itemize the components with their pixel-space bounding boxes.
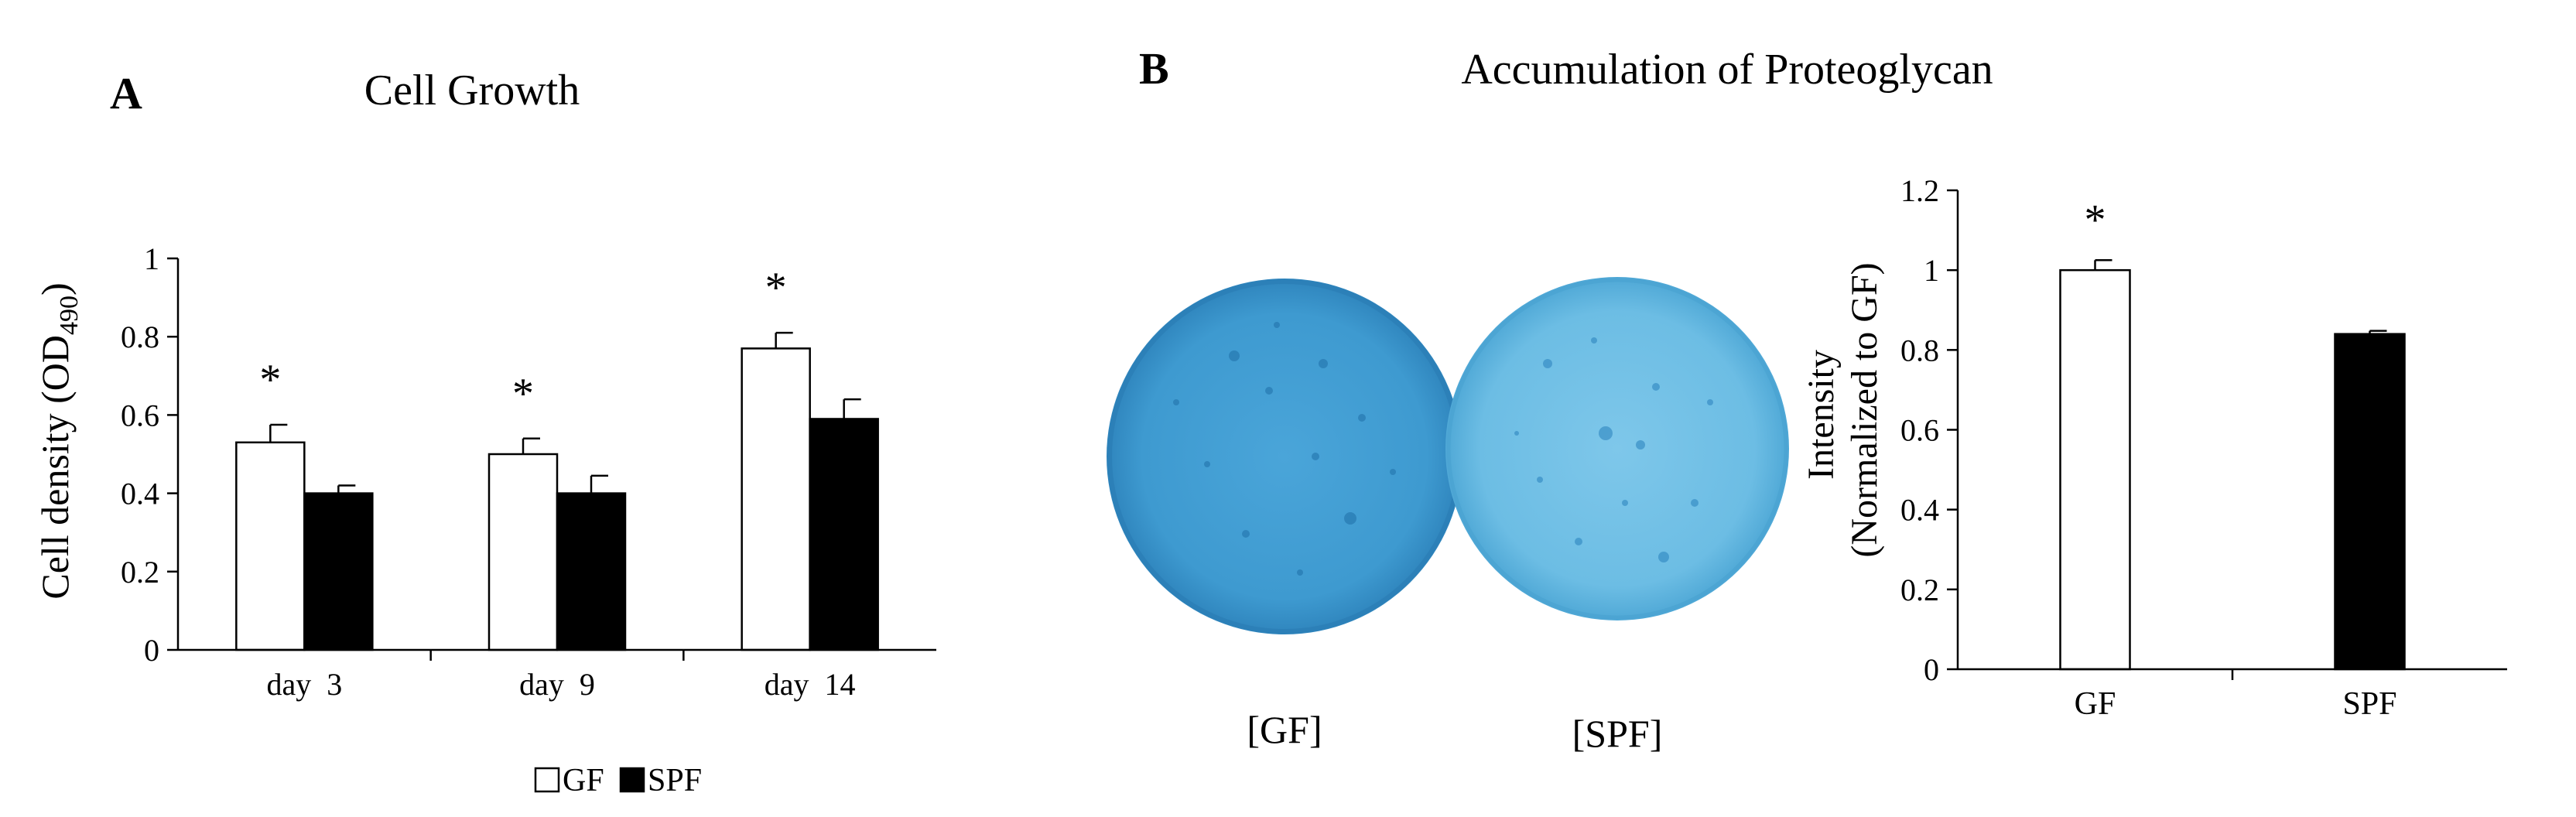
y-tick: 1 — [1924, 253, 1958, 288]
y-axis-label-main: Cell density (OD — [33, 335, 77, 600]
bar-gf — [487, 453, 559, 651]
y-tick: 0.2 — [1900, 573, 1958, 607]
y-tick: 0.4 — [1900, 493, 1958, 528]
bar-spf — [2334, 333, 2406, 671]
y-tick-label: 0.8 — [121, 320, 159, 354]
y-tick-label: 0 — [144, 633, 159, 668]
y-tick: 0.6 — [121, 398, 178, 432]
intensity-chart: 0 0.2 0.4 0.6 0.8 1 1.2 * GF SPF Intensity (Nor… — [1801, 173, 2507, 722]
bars: * * * — [235, 264, 879, 651]
bar-spf — [809, 418, 879, 651]
y-tick-label: 0.2 — [121, 555, 159, 590]
y-tick: 1 — [144, 241, 178, 276]
y-tick-label: 0.6 — [121, 398, 159, 432]
x-tick-label: day 9 — [519, 667, 595, 702]
panel-b-letter: B — [1139, 43, 1169, 94]
y-tick-label: 0.2 — [1900, 573, 1939, 607]
y-tick: 0 — [144, 633, 178, 668]
bars: * — [2059, 196, 2406, 671]
y-tick: 0.2 — [121, 555, 178, 590]
y-axis-ticks: 0 0.2 0.4 0.6 0.8 1 — [121, 241, 178, 668]
y-tick: 0.8 — [121, 320, 178, 354]
x-axis-labels: GF SPF — [2075, 669, 2397, 722]
legend-swatch-spf — [619, 767, 645, 793]
plate-label-gf: [GF] — [1247, 708, 1322, 751]
x-tick-label: SPF — [2342, 686, 2396, 722]
bar-gf — [235, 441, 306, 651]
cell-growth-chart: 0 0.2 0.4 0.6 0.8 1 * * * day 3 day 9 day 14 Cell… — [33, 241, 936, 798]
x-tick-label: day 14 — [765, 667, 856, 702]
x-axis-labels: day 3 day 9 day 14 — [266, 650, 856, 702]
y-axis-ticks: 0 0.2 0.4 0.6 0.8 1 1.2 — [1900, 173, 1958, 687]
bar-gf — [2059, 268, 2131, 671]
plate-label-spf: [SPF] — [1572, 712, 1663, 755]
bar-spf — [303, 492, 374, 651]
y-tick: 0.4 — [121, 477, 178, 511]
significance-marker: * — [512, 370, 534, 418]
bar-gf — [741, 347, 811, 651]
y-tick: 0.8 — [1900, 333, 1958, 367]
significance-marker: * — [765, 264, 787, 312]
legend-swatch-gf — [534, 767, 560, 793]
y-tick-label: 1 — [1924, 253, 1939, 288]
legend-label-gf: GF — [563, 763, 604, 798]
significance-marker: * — [259, 356, 281, 404]
significance-marker: * — [2085, 196, 2106, 244]
y-tick: 0.6 — [1900, 413, 1958, 448]
y-axis-label: Cell density (OD490) — [33, 282, 84, 599]
plate-spf — [1445, 277, 1789, 620]
y-tick-label: 0.8 — [1900, 333, 1939, 367]
y-tick-label: 0 — [1924, 652, 1939, 687]
panel-a-title: Cell Growth — [364, 67, 580, 115]
x-tick-label: GF — [2075, 686, 2116, 722]
y-axis-label-line1: Intensity — [1801, 350, 1842, 480]
bar-spf — [556, 492, 627, 651]
legend-label-spf: SPF — [648, 763, 702, 798]
y-axis-label-subscript: 490 — [55, 296, 84, 335]
y-axis-label-tail: ) — [33, 282, 77, 296]
panel-b-title: Accumulation of Proteoglycan — [1461, 46, 1993, 94]
panel-a-letter: A — [110, 68, 142, 118]
y-axis-label: Intensity (Normalized to GF) — [1801, 262, 1885, 557]
stain-spots-spf — [1514, 337, 1713, 562]
y-tick: 0 — [1924, 652, 1958, 687]
x-tick-label: day 3 — [266, 667, 342, 702]
y-tick: 1.2 — [1900, 173, 1958, 208]
y-tick-label: 0.4 — [121, 477, 159, 511]
plate-gf — [1107, 279, 1462, 634]
y-tick-label: 0.6 — [1900, 413, 1939, 448]
y-tick-label: 1 — [144, 241, 159, 276]
y-tick-label: 0.4 — [1900, 493, 1939, 528]
y-tick-label: 1.2 — [1900, 173, 1939, 208]
y-axis-label-line2: (Normalized to GF) — [1844, 262, 1885, 557]
legend: GF SPF — [534, 763, 702, 798]
stain-spots-gf — [1173, 322, 1396, 576]
